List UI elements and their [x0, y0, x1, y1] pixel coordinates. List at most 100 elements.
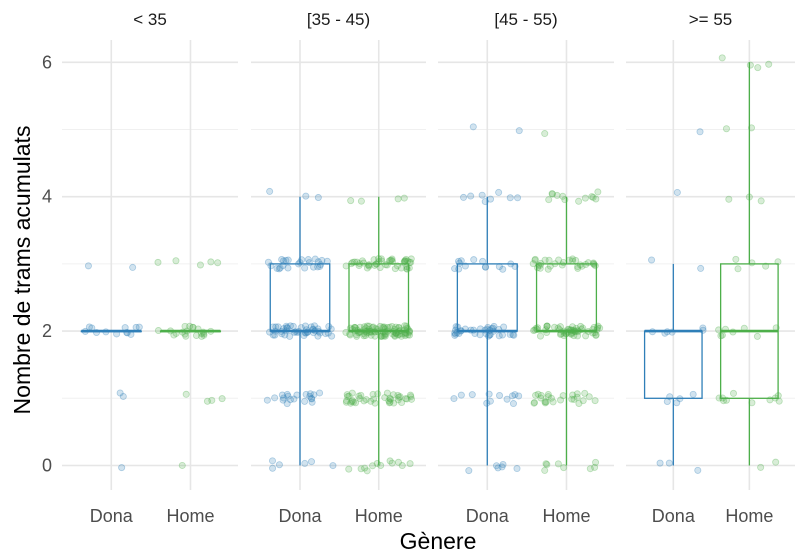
data-point: [284, 264, 292, 272]
data-point: [275, 461, 283, 469]
data-point: [388, 323, 396, 331]
data-point: [302, 390, 310, 398]
data-point: [405, 264, 413, 272]
data-point: [511, 391, 519, 399]
data-point: [460, 193, 468, 201]
data-point: [398, 462, 406, 470]
data-point: [388, 256, 396, 264]
data-point: [181, 322, 189, 330]
data-point: [284, 256, 292, 264]
data-point: [542, 460, 550, 468]
data-point: [541, 256, 549, 264]
data-point: [457, 257, 465, 265]
data-point: [556, 323, 564, 331]
data-point: [590, 261, 598, 269]
y-tick-label: 6: [42, 52, 52, 72]
data-point: [119, 392, 127, 400]
data-point: [274, 323, 282, 331]
facet-panel: [45 - 55) Dona Home: [438, 10, 614, 526]
boxplot: [643, 263, 703, 466]
data-point: [397, 264, 405, 272]
data-point: [515, 127, 523, 135]
data-point: [544, 265, 552, 273]
data-point: [457, 391, 465, 399]
data-point: [549, 398, 557, 406]
data-point: [490, 322, 498, 330]
data-point: [345, 392, 353, 400]
data-point: [560, 464, 568, 472]
data-point: [282, 322, 290, 330]
data-point: [408, 395, 416, 403]
data-point: [283, 400, 291, 408]
y-tick-label: 4: [42, 187, 52, 207]
data-point: [286, 322, 294, 330]
data-point: [352, 399, 360, 407]
data-point: [544, 391, 552, 399]
data-point: [391, 332, 399, 340]
data-point: [278, 391, 286, 399]
data-point: [382, 261, 390, 269]
data-point: [367, 397, 375, 405]
data-point: [118, 464, 126, 472]
data-point: [574, 264, 582, 272]
facet-title: < 35: [133, 10, 167, 29]
y-tick-label: 2: [42, 321, 52, 341]
data-point: [314, 332, 322, 340]
data-point: [198, 332, 206, 340]
data-point: [386, 398, 394, 406]
data-point: [376, 322, 384, 330]
data-point: [757, 197, 765, 205]
data-point: [362, 396, 370, 404]
x-tick-label: Home: [542, 506, 590, 526]
data-point: [548, 190, 556, 198]
data-point: [573, 393, 581, 401]
data-point: [305, 259, 313, 267]
data-point: [214, 259, 222, 267]
data-point: [310, 391, 318, 399]
data-point: [575, 399, 583, 407]
data-point: [467, 192, 475, 200]
data-point: [172, 257, 180, 265]
data-point: [494, 464, 502, 472]
data-point: [451, 331, 459, 339]
data-point: [360, 332, 368, 340]
data-point: [569, 255, 577, 263]
boxplot: [719, 62, 779, 466]
data-point: [559, 192, 567, 200]
data-point: [357, 391, 365, 399]
data-point: [328, 332, 336, 340]
data-point: [548, 190, 556, 198]
data-point: [311, 255, 319, 263]
data-point: [346, 331, 354, 339]
data-point: [746, 61, 754, 69]
facet-title: [35 - 45): [307, 10, 370, 29]
data-point: [302, 192, 310, 200]
data-point: [389, 391, 397, 399]
data-point: [762, 262, 770, 270]
data-point: [385, 397, 393, 405]
data-point: [545, 196, 553, 204]
data-point: [391, 265, 399, 273]
boxplot: [348, 196, 410, 466]
data-point: [775, 397, 783, 405]
data-point: [402, 255, 410, 263]
data-point: [365, 322, 373, 330]
facet-panel: >= 55 Dona Home: [626, 10, 795, 526]
data-point: [365, 262, 373, 270]
data-point: [356, 394, 364, 402]
data-point: [531, 255, 539, 263]
data-point: [347, 399, 355, 407]
data-point: [300, 332, 308, 340]
data-point: [508, 392, 516, 400]
data-point: [534, 390, 542, 398]
data-point: [541, 130, 549, 138]
data-point: [468, 391, 476, 399]
data-point: [530, 399, 538, 407]
data-point: [570, 395, 578, 403]
data-point: [592, 195, 600, 203]
data-point: [349, 398, 357, 406]
facet-title: [45 - 55): [494, 10, 557, 29]
data-point: [388, 255, 396, 263]
data-point: [307, 394, 315, 402]
